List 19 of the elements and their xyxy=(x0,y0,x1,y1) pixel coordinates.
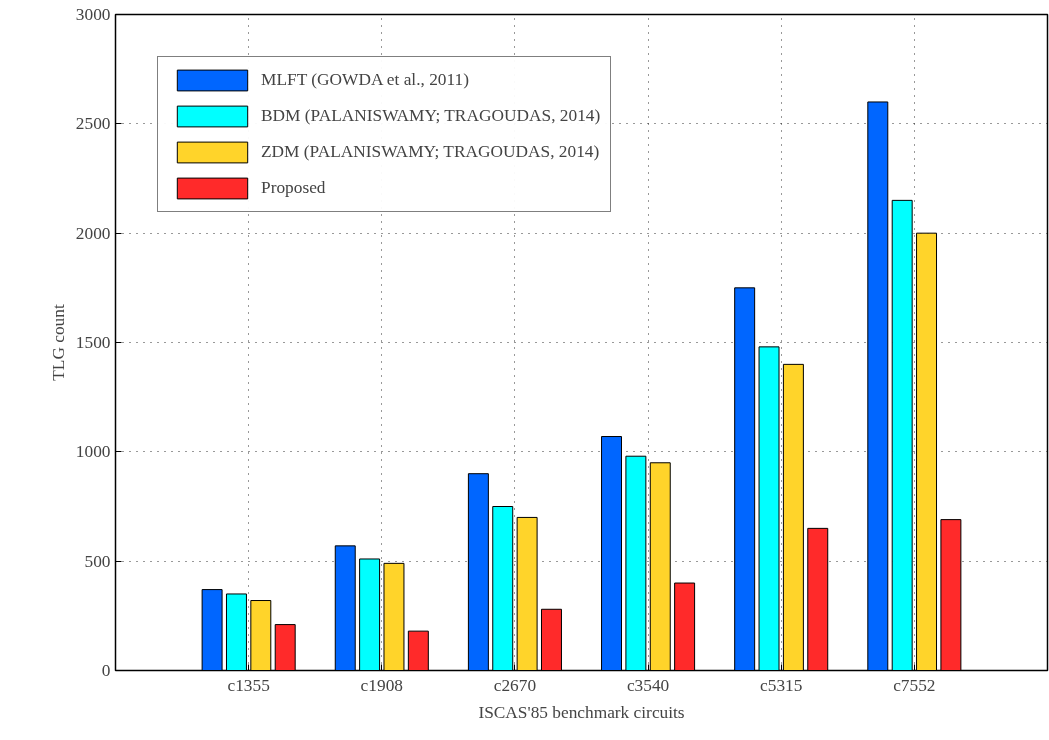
y-tick-label: 1000 xyxy=(75,442,111,462)
y-tick-label: 3000 xyxy=(75,5,111,24)
legend-label: BDM (PALANISWAMY; TRAGOUDAS, 2014) xyxy=(261,106,601,126)
x-axis-title: ISCAS'85 benchmark circuits xyxy=(478,702,685,722)
legend-label: Proposed xyxy=(261,178,326,198)
x-tick-label: c7552 xyxy=(893,675,936,695)
y-tick-label: 500 xyxy=(84,551,111,571)
x-tick-label: c3540 xyxy=(626,675,670,695)
x-tick-label: c1908 xyxy=(360,675,403,695)
y-tick-label: 2000 xyxy=(75,223,111,243)
y-tick-label: 2500 xyxy=(75,114,111,134)
x-tick-label: c2670 xyxy=(493,675,537,695)
x-tick-label: c1355 xyxy=(227,675,270,695)
y-tick-label: 1500 xyxy=(75,333,111,352)
y-tick-label: 0 xyxy=(101,661,111,680)
legend-label: MLFT (GOWDA et al., 2011) xyxy=(261,70,469,90)
x-tick-label: c5315 xyxy=(760,675,803,695)
legend-label: ZDM (PALANISWAMY; TRAGOUDAS, 2014) xyxy=(261,142,600,162)
y-axis-title: TLG count xyxy=(48,304,68,381)
